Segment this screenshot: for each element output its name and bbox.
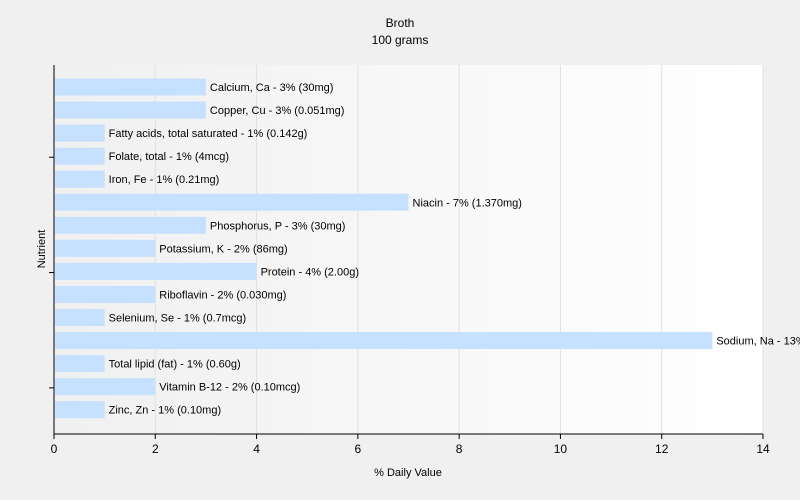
gridlines — [154, 65, 764, 434]
bar — [55, 285, 156, 303]
bar — [55, 378, 156, 396]
bar-label: Vitamin B-12 - 2% (0.10mcg) — [159, 382, 300, 394]
x-tick-label: 2 — [152, 442, 159, 456]
y-axis-ticks — [49, 156, 54, 389]
bar — [55, 355, 105, 373]
x-tick-label: 12 — [655, 442, 669, 456]
bar-label: Total lipid (fat) - 1% (0.60g) — [109, 359, 241, 371]
bar — [55, 332, 713, 350]
chart-title: Broth — [386, 16, 415, 30]
bar — [55, 147, 105, 165]
bar — [55, 216, 206, 234]
bar-label: Riboflavin - 2% (0.030mg) — [159, 289, 286, 301]
bar — [55, 239, 156, 257]
x-tick-label: 6 — [355, 442, 362, 456]
bar-labels: Calcium, Ca - 3% (30mg) Copper, Cu - 3% (… — [109, 82, 800, 417]
bars — [55, 78, 713, 419]
bar-label: Copper, Cu - 3% (0.051mg) — [210, 105, 345, 117]
x-tick-label: 4 — [253, 442, 260, 456]
chart-subtitle: 100 grams — [372, 33, 429, 47]
x-tick-label: 14 — [756, 442, 770, 456]
bar — [55, 101, 206, 119]
bar-label: Phosphorus, P - 3% (30mg) — [210, 220, 346, 232]
bar — [55, 309, 105, 326]
bar — [55, 193, 409, 211]
y-axis-label: Nutrient — [36, 230, 48, 269]
bar-label: Folate, total - 1% (4mcg) — [109, 151, 229, 163]
bar-label: Selenium, Se - 1% (0.7mcg) — [109, 313, 247, 325]
plot-area — [54, 65, 763, 434]
bar-label: Sodium, Na - 13% (318mg) — [716, 336, 800, 348]
bar-label: Calcium, Ca - 3% (30mg) — [210, 82, 333, 94]
bar-label: Protein - 4% (2.00g) — [261, 266, 359, 278]
bar-label: Niacin - 7% (1.370mg) — [413, 197, 522, 209]
bar — [55, 401, 105, 419]
bar — [55, 124, 105, 142]
bar-label: Potassium, K - 2% (86mg) — [159, 243, 287, 255]
x-tick-label: 8 — [456, 442, 463, 456]
x-axis-label: % Daily Value — [374, 467, 442, 479]
bar-label: Iron, Fe - 1% (0.21mg) — [109, 174, 220, 186]
bar-label: Zinc, Zn - 1% (0.10mg) — [109, 405, 221, 417]
bar — [55, 170, 105, 188]
x-tick-label: 10 — [554, 442, 568, 456]
x-tick-label: 0 — [51, 442, 58, 456]
bar-label: Fatty acids, total saturated - 1% (0.142… — [109, 128, 308, 140]
bar — [55, 78, 206, 96]
bar — [55, 262, 257, 280]
x-axis-ticks: 0 2 4 6 8 10 12 14 — [51, 434, 770, 456]
